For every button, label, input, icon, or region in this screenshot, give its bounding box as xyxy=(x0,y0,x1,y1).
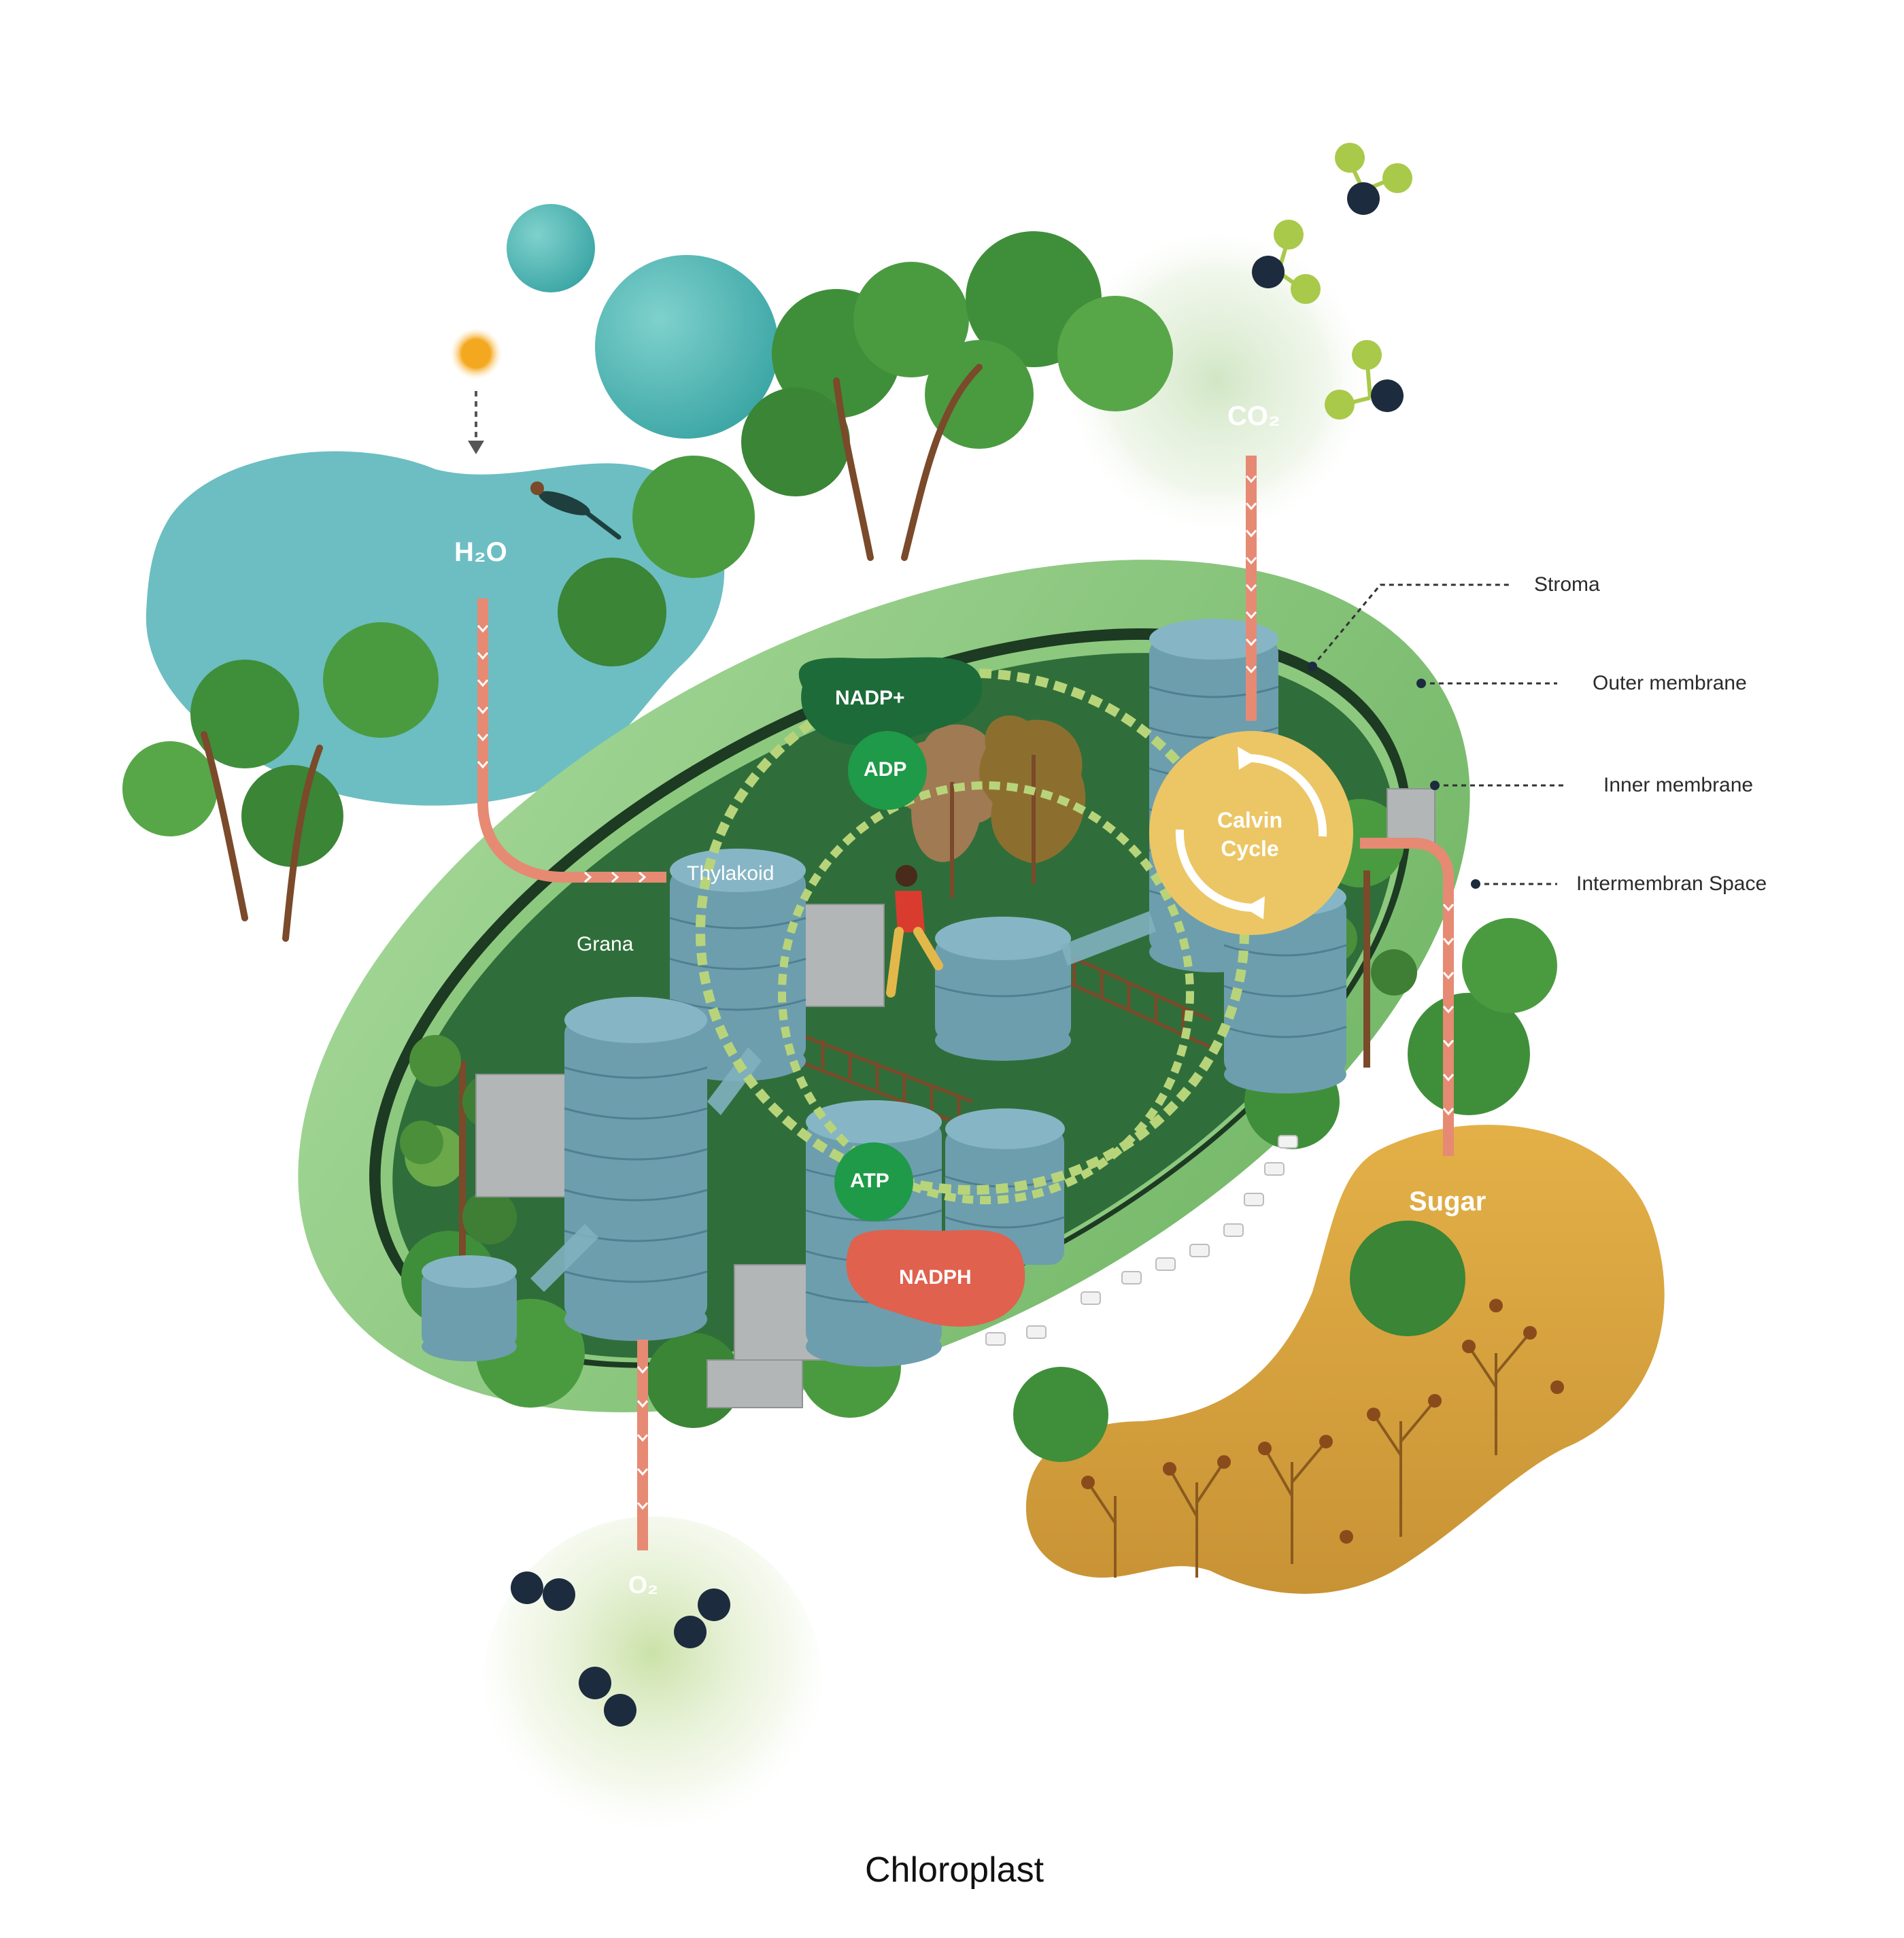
flow-arrows xyxy=(477,456,1454,1550)
nadph-pill xyxy=(846,1229,1025,1327)
co2-molecule-icon xyxy=(1252,220,1321,304)
stepping-stones xyxy=(985,1135,1298,1346)
diagram-caption: Chloroplast xyxy=(865,1850,1044,1890)
water-bubble-small xyxy=(507,204,595,292)
sunlight-arrow-head xyxy=(468,441,484,454)
calvin-label-line2: Cycle xyxy=(1221,836,1279,861)
water-label: H₂O xyxy=(454,537,507,567)
water-flow-arrow xyxy=(477,598,666,883)
oxygen-label: O₂ xyxy=(628,1571,658,1599)
outer-membrane-callout: Outer membrane xyxy=(1593,672,1747,694)
adp-circle xyxy=(848,731,927,810)
o2-molecules xyxy=(511,1571,730,1727)
nadp-plus-pill xyxy=(798,657,983,745)
co2-molecules xyxy=(1252,143,1412,420)
grana-label: Grana xyxy=(577,933,634,955)
calvin-label-line1: Calvin xyxy=(1217,808,1283,832)
tree-trunks xyxy=(201,364,983,942)
calvin-cycle-label: Calvin Cycle xyxy=(1217,806,1282,863)
callout-dots xyxy=(1308,662,1480,889)
intermembrane-space-callout: Intermembran Space xyxy=(1576,872,1767,895)
nadph-label: NADPH xyxy=(899,1266,972,1289)
foliage-background xyxy=(122,231,1557,1462)
o2-molecule-icon xyxy=(511,1571,575,1611)
sugar-dots xyxy=(1081,1299,1564,1544)
atp-circle xyxy=(834,1142,913,1221)
stroma-callout: Stroma xyxy=(1534,573,1600,596)
callout-leaders xyxy=(1311,583,1564,885)
swimmer-figure xyxy=(530,481,622,540)
stairs xyxy=(475,788,1435,1408)
granum-middle xyxy=(934,917,1072,1061)
co2-molecule-icon xyxy=(1325,340,1404,420)
sugar-branches xyxy=(1087,1331,1531,1578)
atp-label: ATP xyxy=(850,1170,889,1192)
inner-membrane-callout: Inner membrane xyxy=(1603,774,1754,796)
co2-label: CO₂ xyxy=(1227,401,1280,431)
sugar-flow-arrow xyxy=(1360,838,1454,1156)
sugar-blob xyxy=(1025,1125,1665,1594)
o2-molecule-icon xyxy=(579,1667,636,1727)
thylakoid-label: Thylakoid xyxy=(687,862,775,885)
runner-figure xyxy=(886,865,943,998)
water-bubble-large xyxy=(595,255,779,439)
granum-small xyxy=(422,1255,517,1361)
co2-molecule-icon xyxy=(1335,143,1412,215)
nadp-plus-label: NADP+ xyxy=(835,687,905,709)
o2-halo xyxy=(483,1516,823,1856)
sugar-label: Sugar xyxy=(1409,1187,1486,1217)
sun-icon xyxy=(450,328,502,379)
calvin-cycle xyxy=(1149,731,1353,935)
o2-molecule-icon xyxy=(674,1588,730,1648)
adp-label: ADP xyxy=(864,758,907,781)
cycle-arrow-icon xyxy=(1244,753,1327,837)
flow-arrow-chevrons xyxy=(477,475,1455,1510)
granum-tall xyxy=(564,997,708,1341)
